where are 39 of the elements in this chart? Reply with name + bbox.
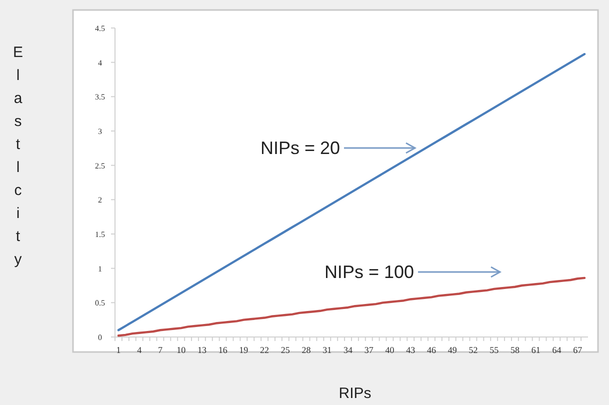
x-axis-title: RIPs xyxy=(338,385,372,402)
y-tick-label: 3.5 xyxy=(95,92,105,102)
x-tick-label: 7 xyxy=(158,345,163,355)
x-tick-label: 13 xyxy=(197,345,207,355)
x-tick-label: 64 xyxy=(552,345,562,355)
x-tick-label: 40 xyxy=(385,345,395,355)
x-tick-label: 28 xyxy=(302,345,312,355)
y-tick-label: 1 xyxy=(98,264,102,274)
x-tick-label: 31 xyxy=(322,345,332,355)
y-tick-label: 2 xyxy=(98,196,102,205)
x-tick-label: 46 xyxy=(426,345,436,355)
y-tick-label: 3 xyxy=(98,127,102,136)
x-tick-label: 16 xyxy=(218,345,228,355)
y-tick-label: 4.5 xyxy=(95,24,105,33)
x-tick-label: 55 xyxy=(490,345,500,355)
x-tick-label: 10 xyxy=(176,345,186,355)
x-tick-label: 19 xyxy=(239,345,249,355)
line-series xyxy=(117,52,586,332)
x-tick-label: 34 xyxy=(344,345,354,355)
annotation: NIPs = 100 xyxy=(324,262,414,282)
y-tick-label: 0 xyxy=(98,333,102,342)
x-tick-label: 58 xyxy=(510,345,520,355)
y-tick-label: 1.5 xyxy=(95,230,105,239)
x-tick-label: 25 xyxy=(280,345,290,355)
text: Elastlcity xyxy=(12,44,24,268)
y-tick-label: 4 xyxy=(98,58,102,68)
x-tick-label: 67 xyxy=(573,345,583,355)
line-series xyxy=(117,276,586,337)
x-tick-label: 4 xyxy=(137,345,142,355)
x-tick-label: 52 xyxy=(468,345,478,355)
y-tick-label: 2.5 xyxy=(95,161,105,170)
x-tick-label: 61 xyxy=(531,345,540,355)
x-tick-label: 1 xyxy=(116,345,121,355)
y-tick-label: 0.5 xyxy=(95,298,105,308)
x-tick-label: 43 xyxy=(406,345,416,355)
annotation: NIPs = 20 xyxy=(260,138,340,158)
x-tick-label: 37 xyxy=(364,345,374,355)
x-tick-label: 22 xyxy=(260,345,270,355)
x-tick-label: 49 xyxy=(448,345,458,355)
